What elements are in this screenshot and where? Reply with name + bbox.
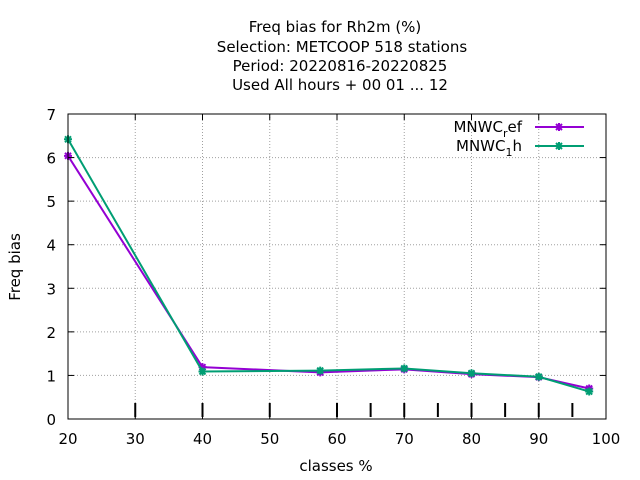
legend-label-1: MNWCref <box>453 118 522 140</box>
data-point <box>585 387 594 396</box>
title-line-3: Period: 20220816-20220825 <box>233 57 448 75</box>
series-line-1 <box>67 155 590 390</box>
y-axis-label: Freq bias <box>6 233 24 301</box>
y-tick-label: 2 <box>46 324 56 342</box>
y-tick-label: 6 <box>46 150 56 168</box>
y-tick-label: 0 <box>46 411 56 429</box>
x-tick-label: 60 <box>327 430 346 448</box>
y-tick-label: 1 <box>46 367 56 385</box>
data-point <box>467 369 476 378</box>
x-tick-label: 70 <box>395 430 414 448</box>
x-tick-label: 30 <box>126 430 145 448</box>
chart-title: Freq bias for Rh2m (%) Selection: METCOO… <box>217 18 468 94</box>
x-tick-label: 40 <box>193 430 212 448</box>
class-marks <box>134 403 574 417</box>
x-tick-label: 20 <box>58 430 77 448</box>
data-point <box>198 367 207 376</box>
y-tick-label: 5 <box>46 193 56 211</box>
y-tick-label: 7 <box>46 106 56 124</box>
x-tick-label: 100 <box>592 430 621 448</box>
x-tick-label: 90 <box>529 430 548 448</box>
x-axis-label: classes % <box>299 457 372 475</box>
data-point <box>400 364 409 373</box>
data-point <box>534 372 543 381</box>
data-point <box>555 142 563 150</box>
data-point <box>555 123 563 131</box>
title-line-4: Used All hours + 00 01 ... 12 <box>232 76 448 94</box>
data-point <box>316 366 325 375</box>
legend-label-2: MNWC1h <box>456 137 522 159</box>
x-tick-label: 50 <box>260 430 279 448</box>
title-line-1: Freq bias for Rh2m (%) <box>249 18 422 36</box>
y-tick-label: 3 <box>46 280 56 298</box>
title-line-2: Selection: METCOOP 518 stations <box>217 38 468 56</box>
x-tick-label: 80 <box>462 430 481 448</box>
series-line-2 <box>67 138 590 393</box>
grid <box>68 114 606 419</box>
series-layer <box>64 135 594 396</box>
axis-ticks: 0 1 2 3 4 5 6 7 20 30 40 50 60 70 80 90 100 <box>46 106 620 448</box>
y-tick-label: 4 <box>46 237 56 255</box>
